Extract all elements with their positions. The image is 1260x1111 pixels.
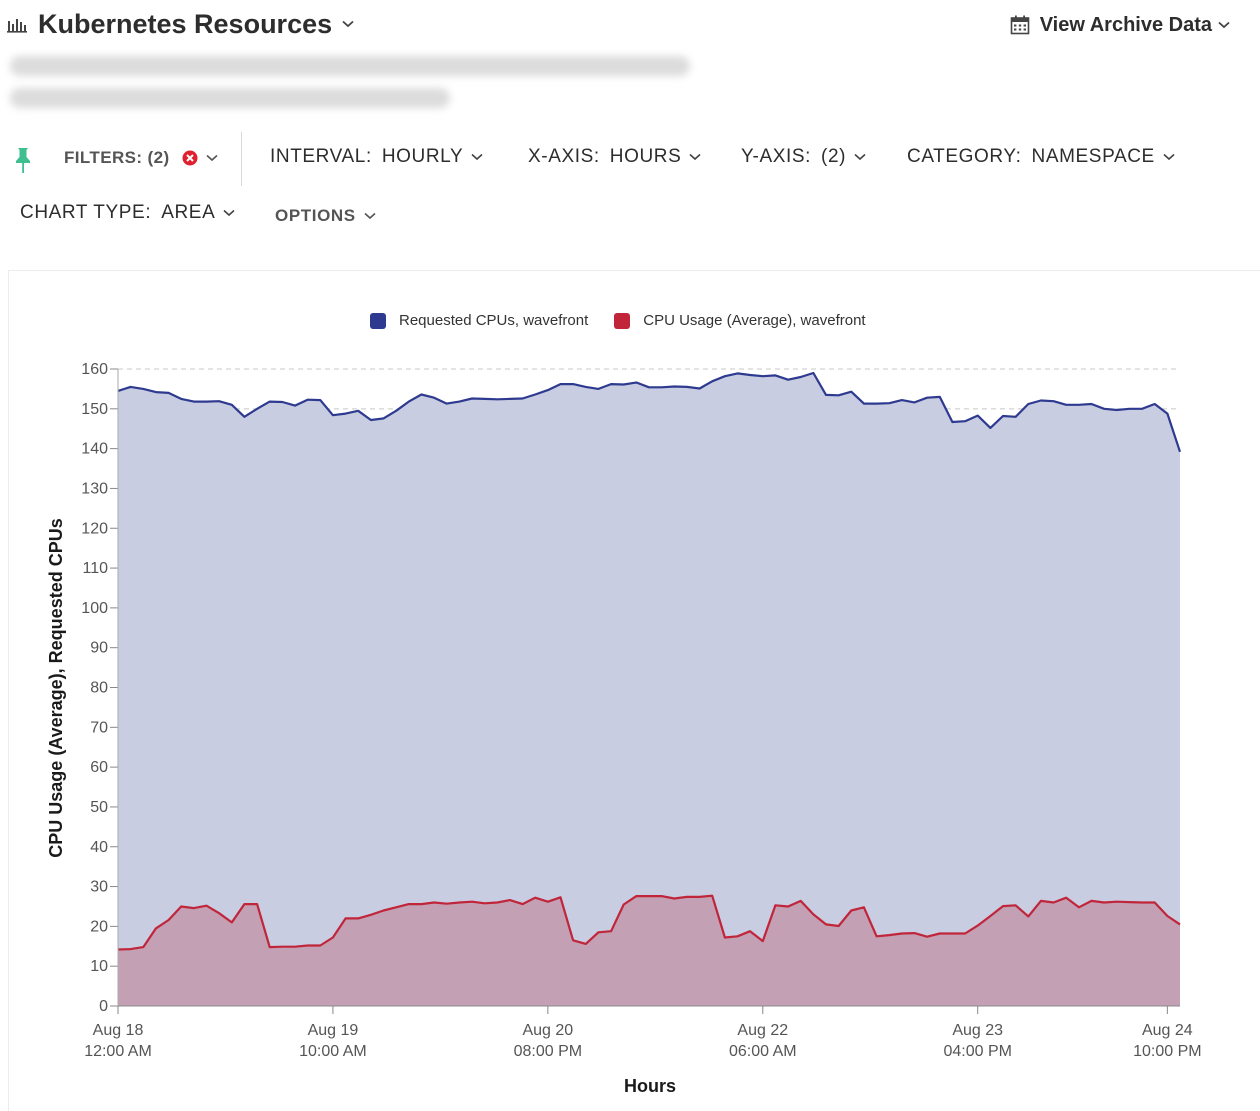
- options-label: OPTIONS: [275, 206, 356, 225]
- y-tick-label: 70: [90, 719, 108, 736]
- clear-filters-icon[interactable]: [182, 150, 198, 166]
- chevron-down-icon[interactable]: [342, 20, 354, 28]
- chevron-down-icon: [205, 154, 218, 162]
- x-tick-label-date: Aug 18: [93, 1022, 144, 1039]
- x-tick-label-date: Aug 20: [522, 1022, 573, 1039]
- legend-swatch-requested: [370, 312, 386, 329]
- x-tick-label-date: Aug 23: [952, 1022, 1003, 1039]
- view-archive-data-button[interactable]: View Archive Data: [1010, 10, 1230, 40]
- filters-dropdown[interactable]: FILTERS: (2): [64, 148, 218, 168]
- interval-dropdown[interactable]: INTERVAL: HOURLY: [270, 146, 483, 168]
- chevron-down-icon: [223, 209, 235, 217]
- title-row[interactable]: Kubernetes Resources: [6, 6, 354, 42]
- y-tick-label: 40: [90, 839, 108, 856]
- y-tick-label: 90: [90, 640, 108, 657]
- x-tick-label-time: 04:00 PM: [943, 1043, 1011, 1060]
- chevron-down-icon: [471, 153, 483, 161]
- y-tick-label: 130: [81, 480, 108, 497]
- chevron-down-icon: [1218, 21, 1230, 29]
- y-tick-label: 30: [90, 879, 108, 896]
- legend-label-requested: Requested CPUs, wavefront: [399, 312, 589, 329]
- chevron-down-icon: [854, 153, 866, 161]
- x-tick-label-date: Aug 24: [1142, 1022, 1193, 1039]
- category-dropdown[interactable]: CATEGORY: NAMESPACE: [907, 146, 1175, 168]
- options-dropdown[interactable]: OPTIONS: [275, 206, 376, 226]
- cpu-usage-line: [117, 894, 1181, 951]
- series-areas: [117, 371, 1182, 1006]
- y-axis-key: Y-AXIS:: [741, 146, 812, 167]
- chart-panel: [8, 270, 1260, 1111]
- x-tick-label-time: 08:00 PM: [514, 1043, 582, 1060]
- x-tick-label-time: 10:00 AM: [299, 1043, 367, 1060]
- y-axis-dropdown[interactable]: Y-AXIS: (2): [741, 146, 866, 168]
- legend-label-usage: CPU Usage (Average), wavefront: [643, 312, 866, 329]
- y-tick-label: 80: [90, 680, 108, 697]
- y-axis-title: CPU Usage (Average), Requested CPUs: [46, 518, 66, 857]
- calendar-icon: [1010, 15, 1029, 35]
- x-tick-label-time: 06:00 AM: [729, 1043, 797, 1060]
- y-tick-label: 160: [81, 361, 108, 378]
- legend-item-requested[interactable]: Requested CPUs, wavefront: [370, 312, 588, 329]
- requested-cpus-line: [117, 371, 1182, 453]
- y-tick-label: 100: [81, 600, 108, 617]
- x-axis-dropdown[interactable]: X-AXIS: HOURS: [528, 146, 701, 168]
- legend-item-usage[interactable]: CPU Usage (Average), wavefront: [614, 312, 866, 329]
- x-axis-key: X-AXIS:: [528, 146, 600, 167]
- redacted-description: [10, 56, 690, 76]
- category-key: CATEGORY:: [907, 146, 1022, 167]
- x-tick-label-time: 10:00 PM: [1133, 1043, 1201, 1060]
- x-tick-labels: Aug 18 12:00 AM Aug 19 10:00 AM Aug 20 08:00 …: [84, 1022, 1201, 1060]
- y-tick-label: 0: [99, 998, 108, 1015]
- chevron-down-icon: [1163, 153, 1175, 161]
- category-value: NAMESPACE: [1031, 146, 1155, 167]
- interval-value: HOURLY: [381, 146, 464, 167]
- bar-chart-icon: [7, 19, 27, 33]
- page-title: Kubernetes Resources: [38, 8, 333, 39]
- chart-type-value: AREA: [161, 202, 216, 223]
- x-tick-label-date: Aug 19: [308, 1022, 359, 1039]
- redacted-description: [10, 88, 450, 108]
- y-tick-label: 110: [82, 560, 108, 577]
- legend-swatch-usage: [614, 312, 631, 329]
- y-tick-labels: 0 10 20 30 40 50 60 70 80 90 100 110 120 130 140 150 160: [81, 361, 108, 1015]
- chart-legend: Requested CPUs, wavefront CPU Usage (Ave…: [370, 312, 892, 329]
- y-tick-label: 50: [90, 799, 108, 816]
- chart-type-key: CHART TYPE:: [20, 202, 152, 223]
- x-axis-value: HOURS: [609, 146, 682, 167]
- y-tick-label: 20: [90, 918, 108, 935]
- chart-type-dropdown[interactable]: CHART TYPE: AREA: [20, 202, 235, 224]
- archive-label: View Archive Data: [1039, 13, 1212, 36]
- chevron-down-icon: [364, 212, 376, 220]
- x-tick-label-time: 12:00 AM: [84, 1043, 152, 1060]
- x-axis-title: Hours: [624, 1076, 676, 1096]
- axes: [110, 368, 1180, 1014]
- requested-cpus-area: [118, 373, 1180, 1006]
- pin-icon[interactable]: [12, 146, 34, 174]
- y-tick-label: 150: [81, 401, 108, 418]
- toolbar-divider: [241, 132, 242, 186]
- interval-key: INTERVAL:: [270, 146, 372, 167]
- y-axis-value: (2): [821, 146, 847, 167]
- y-tick-label: 10: [90, 958, 108, 975]
- y-tick-label: 60: [90, 759, 108, 776]
- y-tick-label: 140: [81, 441, 108, 458]
- cpu-usage-area: [118, 895, 1180, 1006]
- filters-label: FILTERS: (2): [64, 148, 170, 167]
- chevron-down-icon: [689, 153, 701, 161]
- y-tick-label: 120: [81, 520, 108, 537]
- x-tick-label-date: Aug 22: [737, 1022, 788, 1039]
